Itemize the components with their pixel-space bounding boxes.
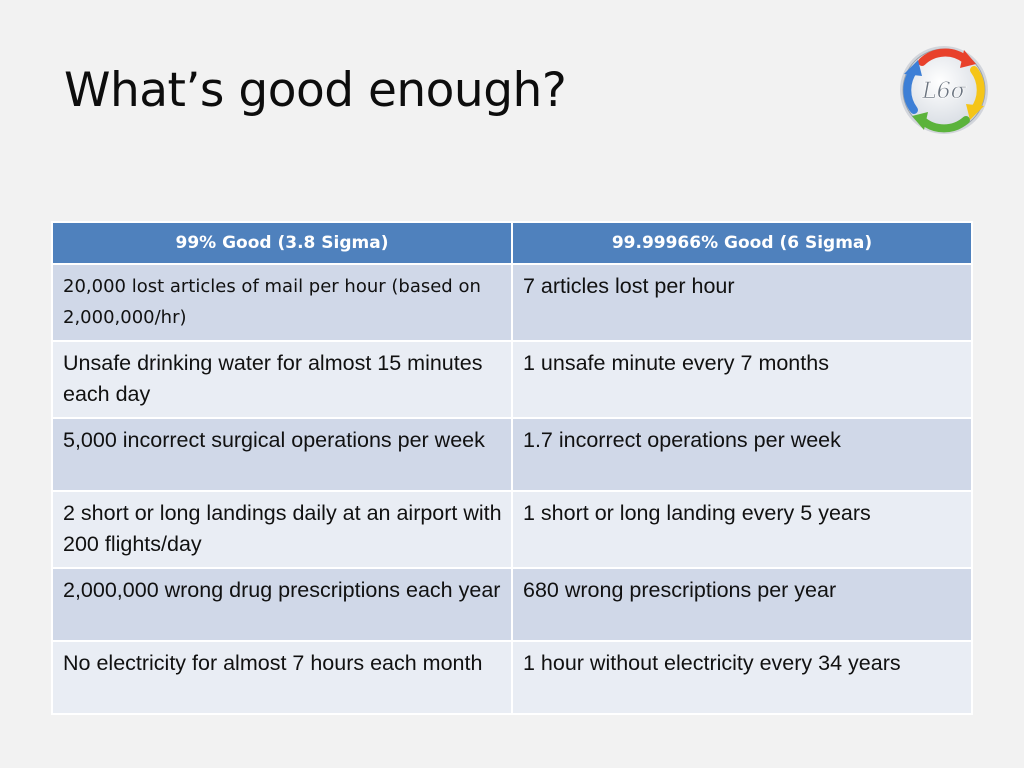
table-cell: Unsafe drinking water for almost 15 minu… [51, 340, 513, 419]
logo-arrowhead-red [960, 50, 976, 68]
logo-arrowhead-yellow [966, 104, 984, 120]
table-cell: 2,000,000 wrong drug prescriptions each … [51, 567, 513, 642]
table-row: Unsafe drinking water for almost 15 minu… [51, 340, 973, 419]
header-cell-99-percent: 99% Good (3.8 Sigma) [51, 221, 513, 265]
logo-arrow-red [918, 48, 970, 66]
slide-title: What’s good enough? [64, 63, 567, 118]
table-cell: 1 short or long landing every 5 years [511, 490, 973, 569]
sigma-comparison-table: 99% Good (3.8 Sigma) 99.99966% Good (6 S… [51, 221, 973, 715]
table-cell: 1.7 incorrect operations per week [511, 417, 973, 492]
header-cell-six-sigma: 99.99966% Good (6 Sigma) [511, 221, 973, 265]
table-cell: 2 short or long landings daily at an air… [51, 490, 513, 569]
table-row: 20,000 lost articles of mail per hour (b… [51, 263, 973, 342]
table-cell: 7 articles lost per hour [511, 263, 973, 342]
table-cell: 20,000 lost articles of mail per hour (b… [51, 263, 513, 342]
table-row: 5,000 incorrect surgical operations per … [51, 417, 973, 492]
table-row: 2,000,000 wrong drug prescriptions each … [51, 567, 973, 642]
table-cell: 680 wrong prescriptions per year [511, 567, 973, 642]
lean-six-sigma-logo: L6σ [900, 46, 988, 134]
logo-text: L6σ [921, 79, 967, 104]
table-row: 2 short or long landings daily at an air… [51, 490, 973, 569]
logo-arrowhead-blue [904, 60, 922, 76]
table-cell: 1 unsafe minute every 7 months [511, 340, 973, 419]
logo-arrowhead-green [912, 112, 928, 130]
table-cell: 5,000 incorrect surgical operations per … [51, 417, 513, 492]
table-header-row: 99% Good (3.8 Sigma) 99.99966% Good (6 S… [51, 221, 973, 265]
logo-arrow-green [918, 116, 970, 133]
table-cell: 1 hour without electricity every 34 year… [511, 640, 973, 715]
table-cell: No electricity for almost 7 hours each m… [51, 640, 513, 715]
table-row: No electricity for almost 7 hours each m… [51, 640, 973, 715]
